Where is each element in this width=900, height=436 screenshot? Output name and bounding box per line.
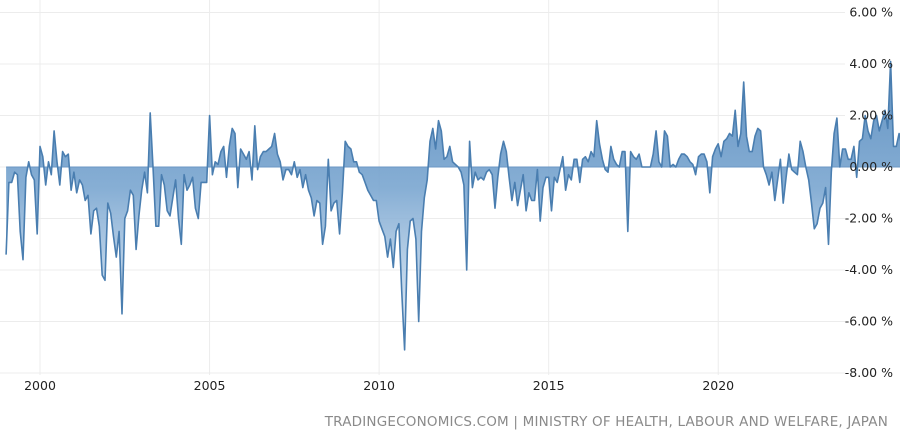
y-tick-label: -2.00 %	[845, 211, 893, 226]
x-tick-label: 2010	[363, 378, 395, 393]
x-axis-labels: 2000 2005 2010 2015 2020	[24, 378, 734, 393]
y-tick-label: 4.00 %	[849, 56, 893, 71]
y-tick-label: -8.00 %	[845, 365, 893, 380]
x-tick-label: 2015	[533, 378, 565, 393]
y-axis-labels: 6.00 % 4.00 % 2.00 % 0.00 % -2.00 % -4.00 % -6…	[845, 5, 893, 381]
x-tick-label: 2020	[702, 378, 734, 393]
y-tick-label: -6.00 %	[845, 314, 893, 329]
data-area	[5, 60, 900, 351]
y-tick-label: 2.00 %	[849, 108, 893, 123]
y-tick-label: 6.00 %	[849, 5, 893, 20]
y-tick-label: -4.00 %	[845, 262, 893, 277]
y-tick-label: 0.00 %	[849, 159, 893, 174]
series-line	[5, 60, 900, 351]
x-tick-label: 2005	[194, 378, 226, 393]
source-attribution: TRADINGECONOMICS.COM | MINISTRY OF HEALT…	[324, 414, 888, 430]
x-tick-label: 2000	[24, 378, 56, 393]
